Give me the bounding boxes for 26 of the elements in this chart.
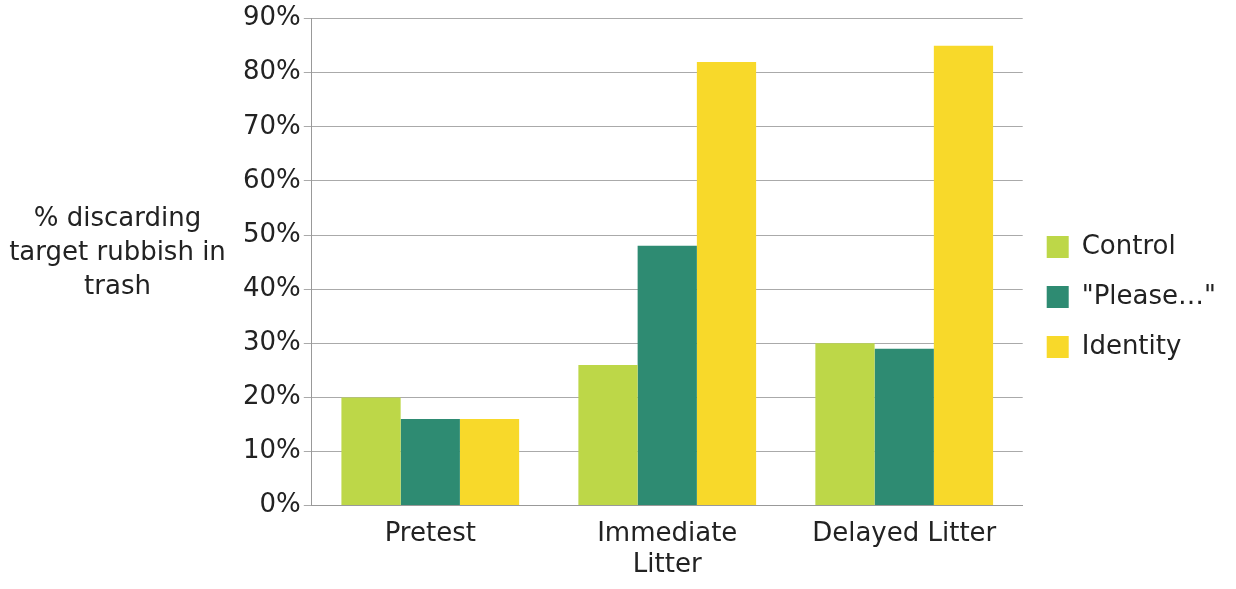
y-tick-label: 0%	[259, 488, 301, 519]
y-tick-label: 20%	[242, 380, 301, 411]
y-tick-label: 40%	[242, 271, 301, 302]
bar	[578, 364, 638, 506]
bar	[815, 343, 875, 506]
y-axis-title: % discarding target rubbish in trash	[8, 201, 227, 302]
y-tick-label: 90%	[242, 1, 301, 32]
bar	[637, 245, 697, 506]
bar	[400, 419, 460, 506]
y-tick-label: 80%	[242, 55, 301, 86]
y-tick-label: 70%	[242, 109, 301, 140]
bar	[696, 61, 757, 506]
y-tick-label: 30%	[242, 326, 301, 357]
bar	[874, 348, 934, 506]
legend-label: "Please…"	[1081, 279, 1217, 310]
x-tick-label: Delayed Litter	[812, 516, 997, 547]
x-tick-label: Pretest	[384, 516, 476, 547]
y-tick-label: 10%	[242, 434, 301, 465]
y-tick-label: 60%	[242, 163, 301, 194]
legend-label: Identity	[1081, 329, 1182, 360]
bar	[341, 397, 401, 506]
bar	[933, 45, 994, 506]
legend-label: Control	[1081, 229, 1176, 260]
x-tick-label: Immediate Litter	[597, 516, 738, 579]
bar	[459, 419, 520, 506]
y-tick-label: 50%	[242, 217, 301, 248]
